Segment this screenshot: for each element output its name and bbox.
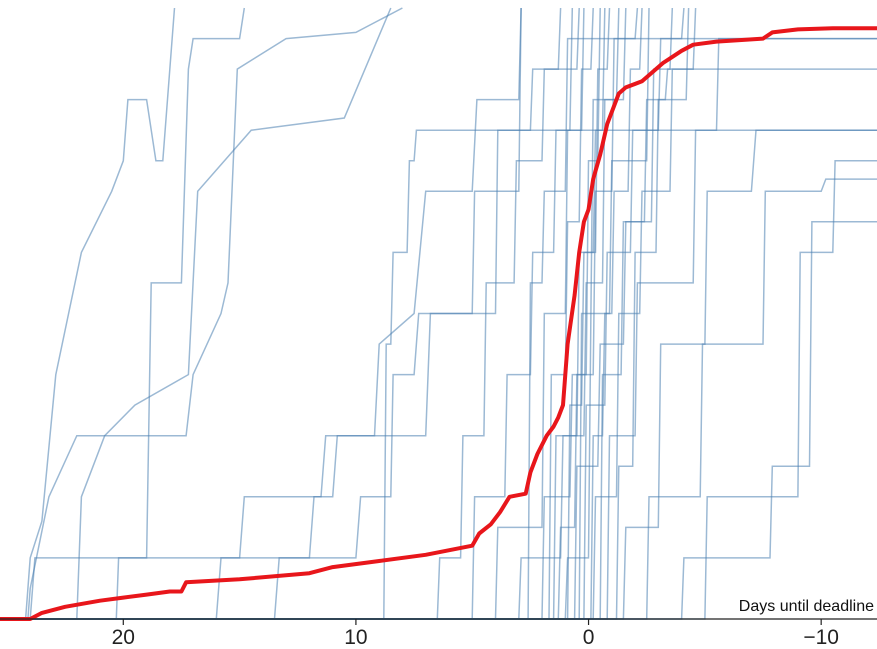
individual-series-line-18 xyxy=(0,37,877,620)
individual-series-line-2 xyxy=(0,7,403,620)
x-tick-label-1: 10 xyxy=(344,626,367,649)
individual-series-line-28 xyxy=(0,37,877,620)
x-tick-label-0: 20 xyxy=(112,626,135,649)
individual-series-line-1 xyxy=(0,7,176,620)
individual-series-line-20 xyxy=(0,178,877,620)
individual-series-line-8 xyxy=(0,7,562,620)
individual-series-line-19 xyxy=(0,129,877,620)
individual-series-line-7 xyxy=(0,7,522,620)
individual-series-line-3 xyxy=(0,7,392,620)
individual-series-line-23 xyxy=(0,68,877,620)
x-axis-title: Days until deadline xyxy=(739,598,874,615)
aggregate-series-line xyxy=(0,26,877,621)
individual-series-line-5 xyxy=(0,7,580,620)
individual-series-line-24 xyxy=(0,129,877,620)
individual-series-group xyxy=(0,7,877,620)
individual-series-line-31 xyxy=(0,7,643,620)
individual-series-line-29 xyxy=(0,7,594,620)
individual-series-line-21 xyxy=(0,221,877,620)
individual-series-line-25 xyxy=(0,7,606,620)
individual-series-line-26 xyxy=(0,7,601,620)
individual-series-line-4 xyxy=(0,7,246,620)
aggregate-series-group xyxy=(0,26,877,621)
individual-series-line-22 xyxy=(0,160,877,620)
x-axis-ticks: 20 10 0 −10 xyxy=(112,619,839,649)
individual-series-line-30 xyxy=(0,7,690,620)
x-tick-label-3: −10 xyxy=(803,626,839,649)
x-tick-label-2: 0 xyxy=(583,626,595,649)
individual-series-line-15 xyxy=(0,7,674,620)
